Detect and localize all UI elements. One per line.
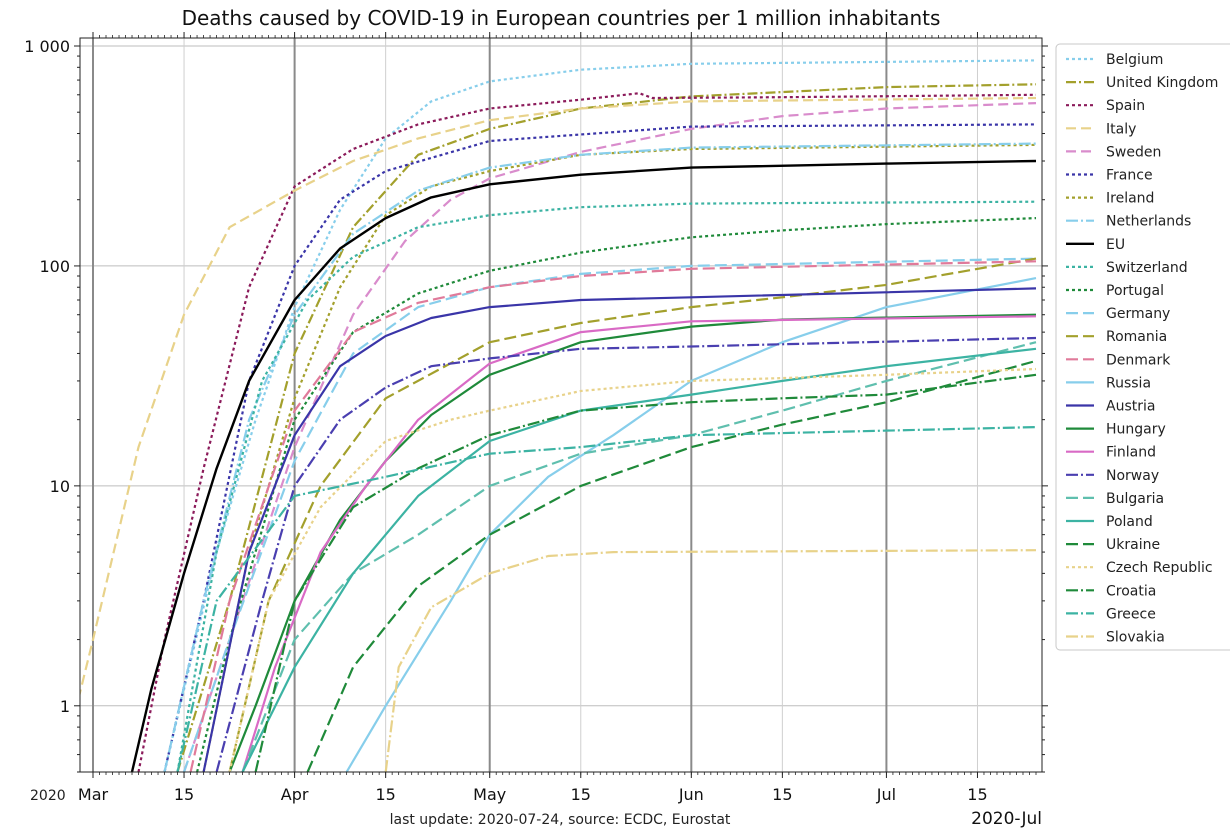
x-tick-label: 15 xyxy=(571,785,591,804)
series-line-france xyxy=(163,123,1037,772)
x-tick-label: Jul xyxy=(876,785,896,804)
series-layer xyxy=(80,59,1037,772)
legend-label: United Kingdom xyxy=(1106,75,1218,91)
legend-label: Hungary xyxy=(1106,422,1166,438)
legend-label: Romania xyxy=(1106,329,1167,345)
legend-label: France xyxy=(1106,168,1153,184)
y-tick-label: 100 xyxy=(39,257,70,276)
series-line-ireland xyxy=(202,143,1037,772)
legend-label: Italy xyxy=(1106,121,1136,137)
series-line-hungary xyxy=(228,313,1037,772)
legend: Belgium United Kingdom Spain Italy Sweden Fra… xyxy=(1055,43,1230,651)
series-line-bulgaria xyxy=(241,341,1037,772)
y-tick-label: 1 000 xyxy=(24,37,70,56)
series-line-czech-republic xyxy=(228,367,1037,772)
legend-label: Ireland xyxy=(1106,191,1154,207)
plot-frame xyxy=(79,37,1043,773)
legend-label: Bulgaria xyxy=(1106,491,1164,507)
x-tick-label: 15 xyxy=(967,785,987,804)
legend-label: Sweden xyxy=(1106,144,1161,160)
legend-frame xyxy=(1055,43,1230,651)
legend-label: Germany xyxy=(1106,306,1170,322)
corner-year-label: 2020 xyxy=(30,788,66,804)
legend-label: Belgium xyxy=(1106,52,1163,68)
axis-layer: 1 10 100 1 000 Mar 15 Apr 15 May 15 Jun 15 Jul 15 xyxy=(24,32,1048,804)
x-tick-label: Mar xyxy=(78,785,109,804)
legend-label: Poland xyxy=(1106,514,1153,530)
legend-label: Portugal xyxy=(1106,283,1164,299)
series-line-spain xyxy=(137,92,1037,772)
legend-label: Russia xyxy=(1106,375,1151,391)
series-line-netherlands xyxy=(163,142,1037,772)
series-line-poland xyxy=(241,347,1037,772)
series-line-ukraine xyxy=(306,359,1037,772)
series-line-denmark xyxy=(189,260,1037,772)
series-line-germany xyxy=(182,257,1037,772)
corner-date-label: 2020-Jul xyxy=(971,809,1042,829)
series-line-norway xyxy=(215,336,1037,772)
legend-label: Netherlands xyxy=(1106,214,1191,230)
legend-label: Norway xyxy=(1106,468,1159,484)
x-tick-label: Apr xyxy=(281,785,309,804)
legend-label: EU xyxy=(1106,237,1125,253)
series-line-switzerland xyxy=(176,200,1037,772)
chart-title: Deaths caused by COVID-19 in European co… xyxy=(182,6,941,30)
legend-label: Spain xyxy=(1106,98,1145,114)
legend-label: Denmark xyxy=(1106,352,1171,368)
legend-label: Switzerland xyxy=(1106,260,1188,276)
legend-label: Greece xyxy=(1106,606,1156,622)
series-line-romania xyxy=(228,257,1037,772)
series-line-russia xyxy=(345,277,1037,772)
series-line-greece xyxy=(176,426,1037,772)
series-line-italy xyxy=(80,96,1037,698)
legend-label: Austria xyxy=(1106,399,1155,415)
legend-label: Slovakia xyxy=(1106,630,1165,646)
legend-label: Ukraine xyxy=(1106,537,1160,553)
x-tick-label: 15 xyxy=(772,785,792,804)
series-line-portugal xyxy=(196,217,1037,772)
x-tick-label: 15 xyxy=(375,785,395,804)
x-tick-label: May xyxy=(473,785,506,804)
series-line-finland xyxy=(241,315,1037,772)
series-line-austria xyxy=(202,287,1037,772)
series-line-slovakia xyxy=(384,549,1037,772)
y-tick-label: 10 xyxy=(50,477,70,496)
x-tick-label: Jun xyxy=(678,785,704,804)
y-tick-label: 1 xyxy=(60,697,70,716)
legend-label: Czech Republic xyxy=(1106,560,1213,576)
legend-label: Croatia xyxy=(1106,583,1156,599)
series-line-belgium xyxy=(163,59,1037,772)
source-footer: last update: 2020-07-24, source: ECDC, E… xyxy=(390,812,731,828)
series-line-united-kingdom xyxy=(176,83,1037,772)
grid-layer xyxy=(80,38,1042,772)
x-tick-label: 15 xyxy=(174,785,194,804)
series-line-eu xyxy=(130,159,1037,772)
legend-label: Finland xyxy=(1106,445,1156,461)
series-line-croatia xyxy=(254,373,1037,772)
